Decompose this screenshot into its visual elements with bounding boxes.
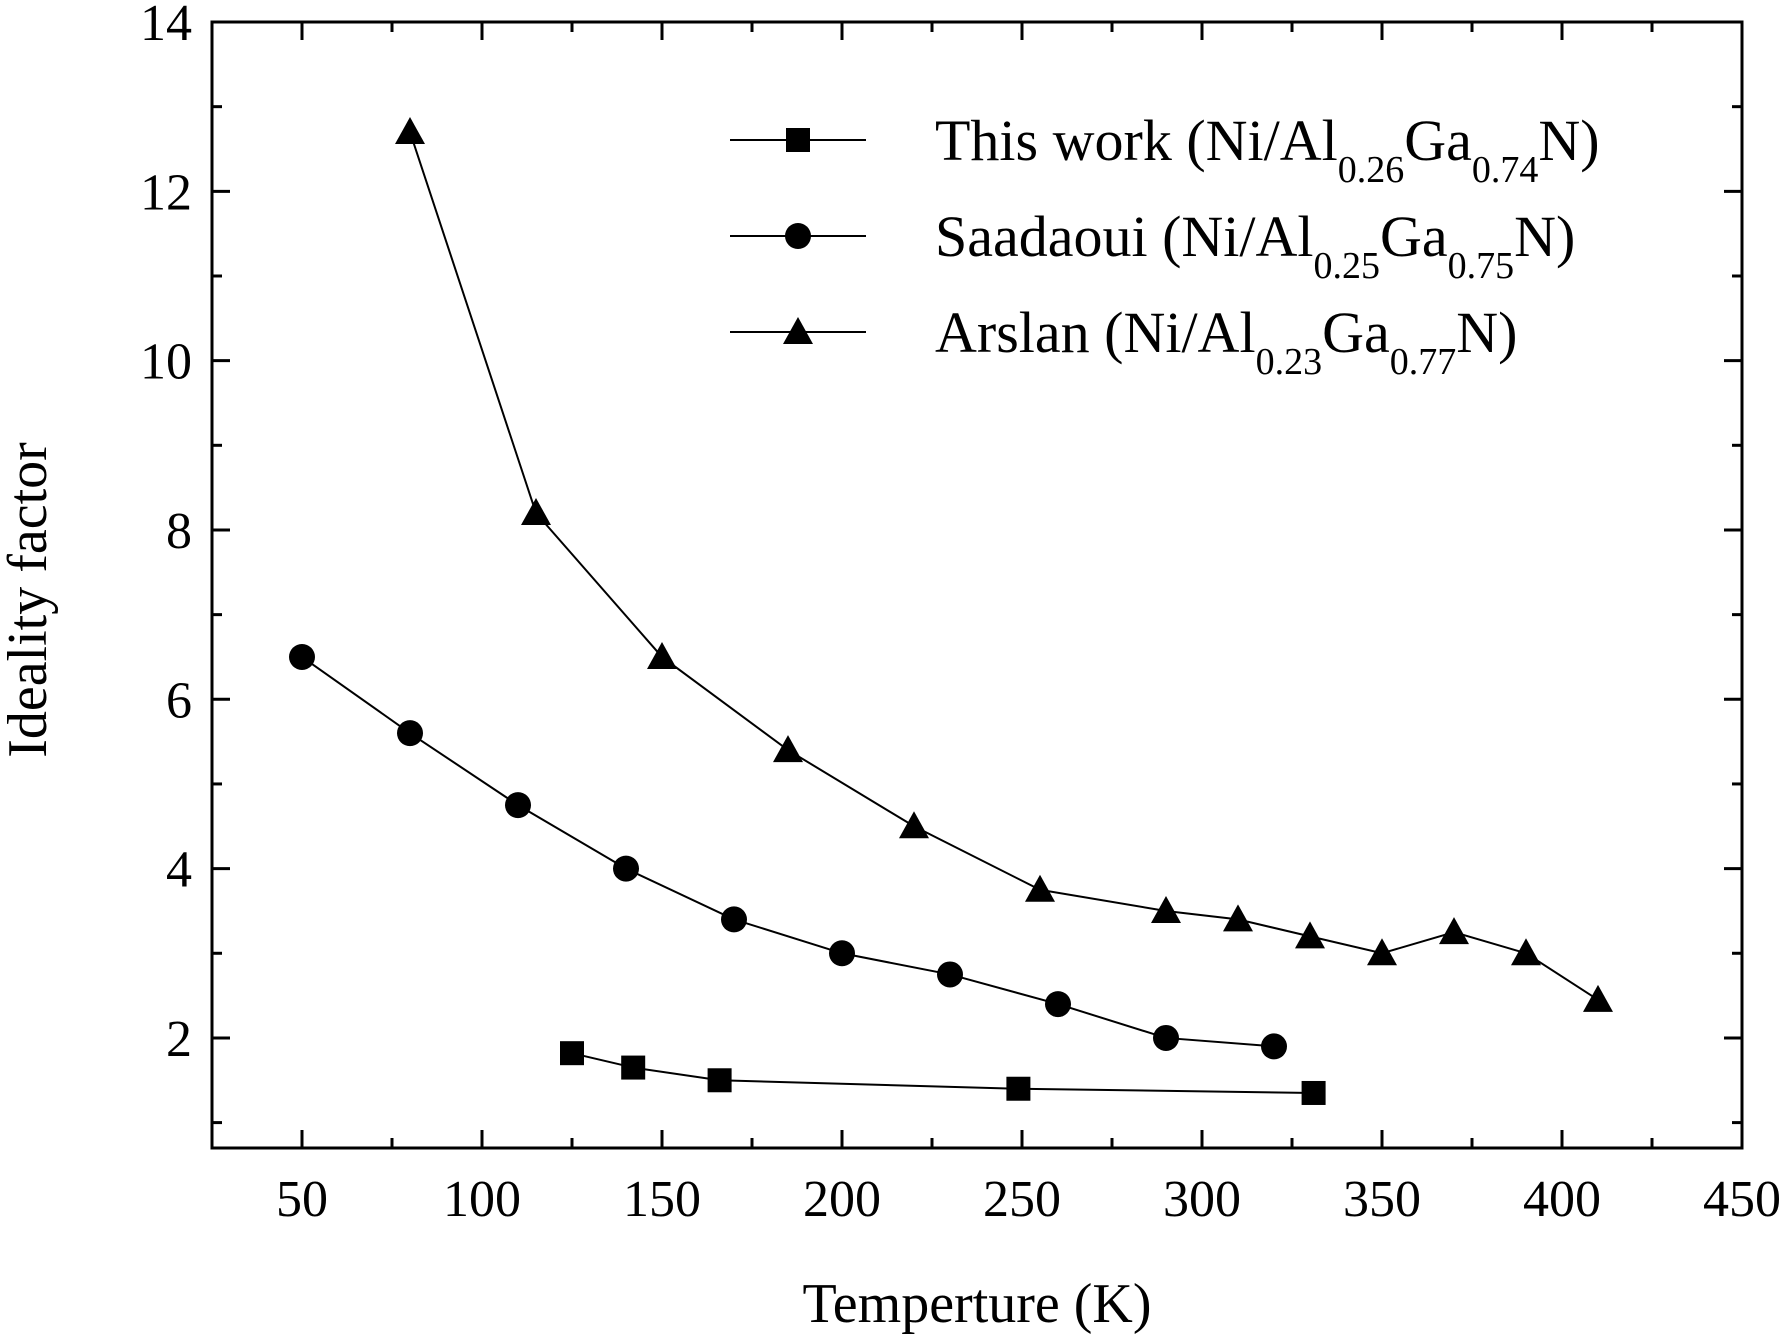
x-tick-label: 350 [1343, 1171, 1421, 1228]
legend-label: Saadaoui (Ni/Al0.25Ga0.75N) [935, 204, 1575, 287]
x-tick-label: 200 [803, 1171, 881, 1228]
x-tick-label: 150 [623, 1171, 701, 1228]
series-square [560, 1041, 1326, 1105]
data-point-circle [613, 855, 639, 882]
data-point-circle [397, 720, 423, 747]
legend-item-triangle: Arslan (Ni/Al0.23Ga0.77N) [730, 300, 1517, 383]
data-point-triangle [647, 641, 677, 669]
data-point-triangle [395, 117, 425, 145]
data-point-triangle [899, 811, 929, 839]
data-point-circle [937, 961, 963, 988]
data-point-triangle [1151, 895, 1181, 923]
data-point-circle [1153, 1024, 1179, 1051]
axes: 50 100 150 200 250 300 350 400 450 2 4 6 8 10 12 14 [140, 0, 1781, 1228]
data-point-triangle [1223, 904, 1253, 932]
x-axis-title: Temperture (K) [802, 1273, 1151, 1335]
y-tick-label: 14 [140, 0, 192, 52]
x-tick-label: 100 [443, 1171, 521, 1228]
data-point-triangle [1439, 917, 1469, 945]
y-tick-label: 8 [166, 503, 192, 560]
legend-marker-circle [785, 223, 811, 249]
legend-label: Arslan (Ni/Al0.23Ga0.77N) [935, 300, 1517, 383]
y-axis-title: Ideality factor [0, 442, 59, 758]
data-point-triangle [1025, 874, 1055, 902]
y-tick-label: 6 [166, 672, 192, 729]
series-line-circle [301, 656, 1275, 1048]
series-triangle [395, 117, 1613, 1012]
data-point-triangle [1367, 938, 1397, 966]
data-point-circle [721, 906, 747, 933]
data-point-triangle [1295, 921, 1325, 949]
y-tick-label: 4 [166, 842, 192, 899]
y-tick-label: 12 [140, 164, 192, 221]
legend-marker-triangle [783, 317, 813, 344]
x-tick-label: 450 [1703, 1171, 1781, 1228]
legend-item-square: This work (Ni/Al0.26Ga0.74N) [730, 108, 1600, 191]
data-point-square [621, 1055, 646, 1080]
data-point-square [1301, 1080, 1326, 1105]
data-point-triangle [521, 498, 551, 526]
series-line-square [571, 1052, 1314, 1094]
legend: This work (Ni/Al0.26Ga0.74N) Saadaoui (Ni… [730, 108, 1600, 383]
data-point-circle [1261, 1033, 1287, 1060]
data-point-triangle [773, 735, 803, 763]
data-point-circle [829, 940, 855, 967]
data-point-circle [289, 643, 315, 670]
data-point-triangle [1583, 984, 1613, 1012]
y-tick-label: 10 [140, 334, 192, 391]
plot-frame [210, 20, 1744, 1150]
series-layer [289, 117, 1613, 1105]
data-point-circle [1045, 991, 1071, 1018]
data-point-square [1006, 1076, 1031, 1101]
x-tick-label: 50 [276, 1171, 328, 1228]
data-point-circle [505, 792, 531, 819]
data-point-square [560, 1041, 584, 1066]
series-circle [289, 643, 1287, 1060]
x-tick-label: 400 [1523, 1171, 1601, 1228]
data-point-triangle [1511, 938, 1541, 966]
x-tick-label: 300 [1163, 1171, 1241, 1228]
legend-item-circle: Saadaoui (Ni/Al0.25Ga0.75N) [730, 204, 1575, 287]
y-tick-label: 2 [166, 1011, 192, 1068]
legend-marker-square [786, 128, 810, 152]
legend-label: This work (Ni/Al0.26Ga0.74N) [935, 108, 1600, 191]
data-point-square [707, 1068, 732, 1093]
x-tick-label: 250 [983, 1171, 1061, 1228]
